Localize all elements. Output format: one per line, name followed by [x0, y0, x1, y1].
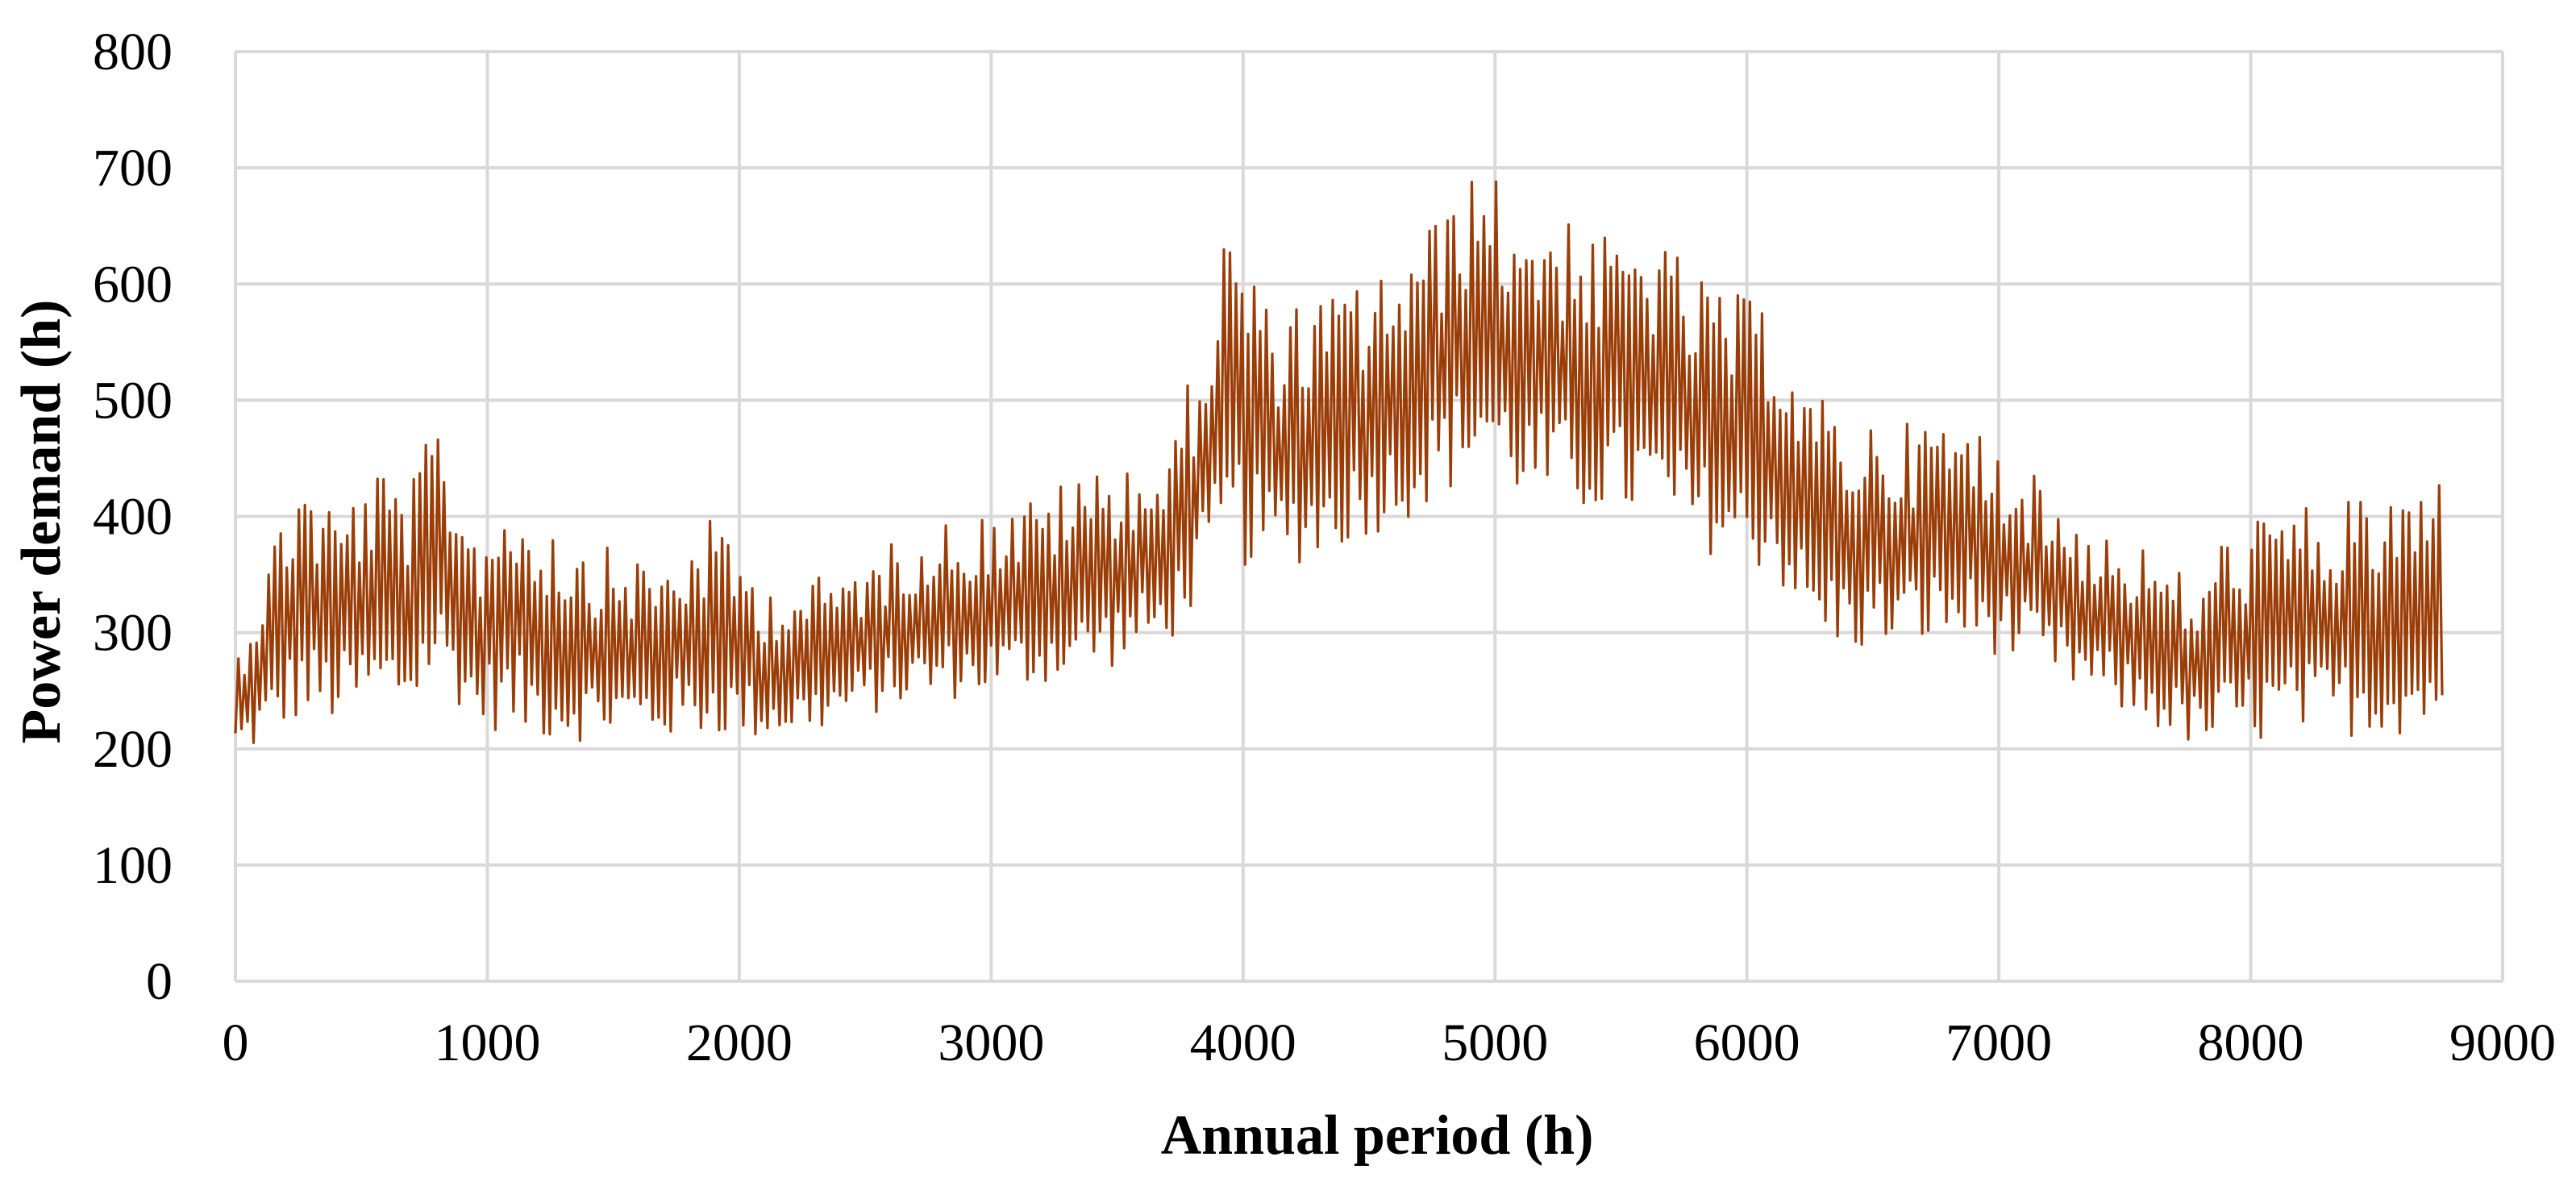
x-tick-label: 1000	[434, 1013, 540, 1072]
gridlines	[234, 50, 2504, 983]
y-tick-label: 300	[93, 604, 173, 663]
y-tick-label: 400	[93, 488, 173, 547]
x-tick-label: 8000	[2198, 1013, 2304, 1072]
x-tick-label: 0	[223, 1013, 249, 1072]
y-tick-label: 500	[93, 371, 173, 430]
x-tick-label: 5000	[1442, 1013, 1548, 1072]
x-tick-label: 3000	[938, 1013, 1044, 1072]
y-tick-label: 600	[93, 255, 173, 314]
y-tick-label: 700	[93, 139, 173, 198]
x-tick-label: 6000	[1694, 1013, 1800, 1072]
x-tick-label: 7000	[1946, 1013, 2052, 1072]
series-line-power-demand	[234, 180, 2444, 744]
x-tick-label: 9000	[2449, 1013, 2556, 1072]
y-tick-label: 800	[93, 23, 173, 81]
x-axis-title: Annual period (h)	[1161, 1105, 1594, 1167]
y-tick-label: 200	[93, 720, 173, 779]
y-axis-title: Power demand (h)	[10, 300, 73, 744]
y-tick-label: 0	[146, 952, 173, 1011]
x-tick-label: 2000	[686, 1013, 793, 1072]
x-tick-label: 4000	[1190, 1013, 1296, 1072]
series-layer	[234, 180, 2444, 744]
y-tick-label: 100	[93, 836, 173, 895]
